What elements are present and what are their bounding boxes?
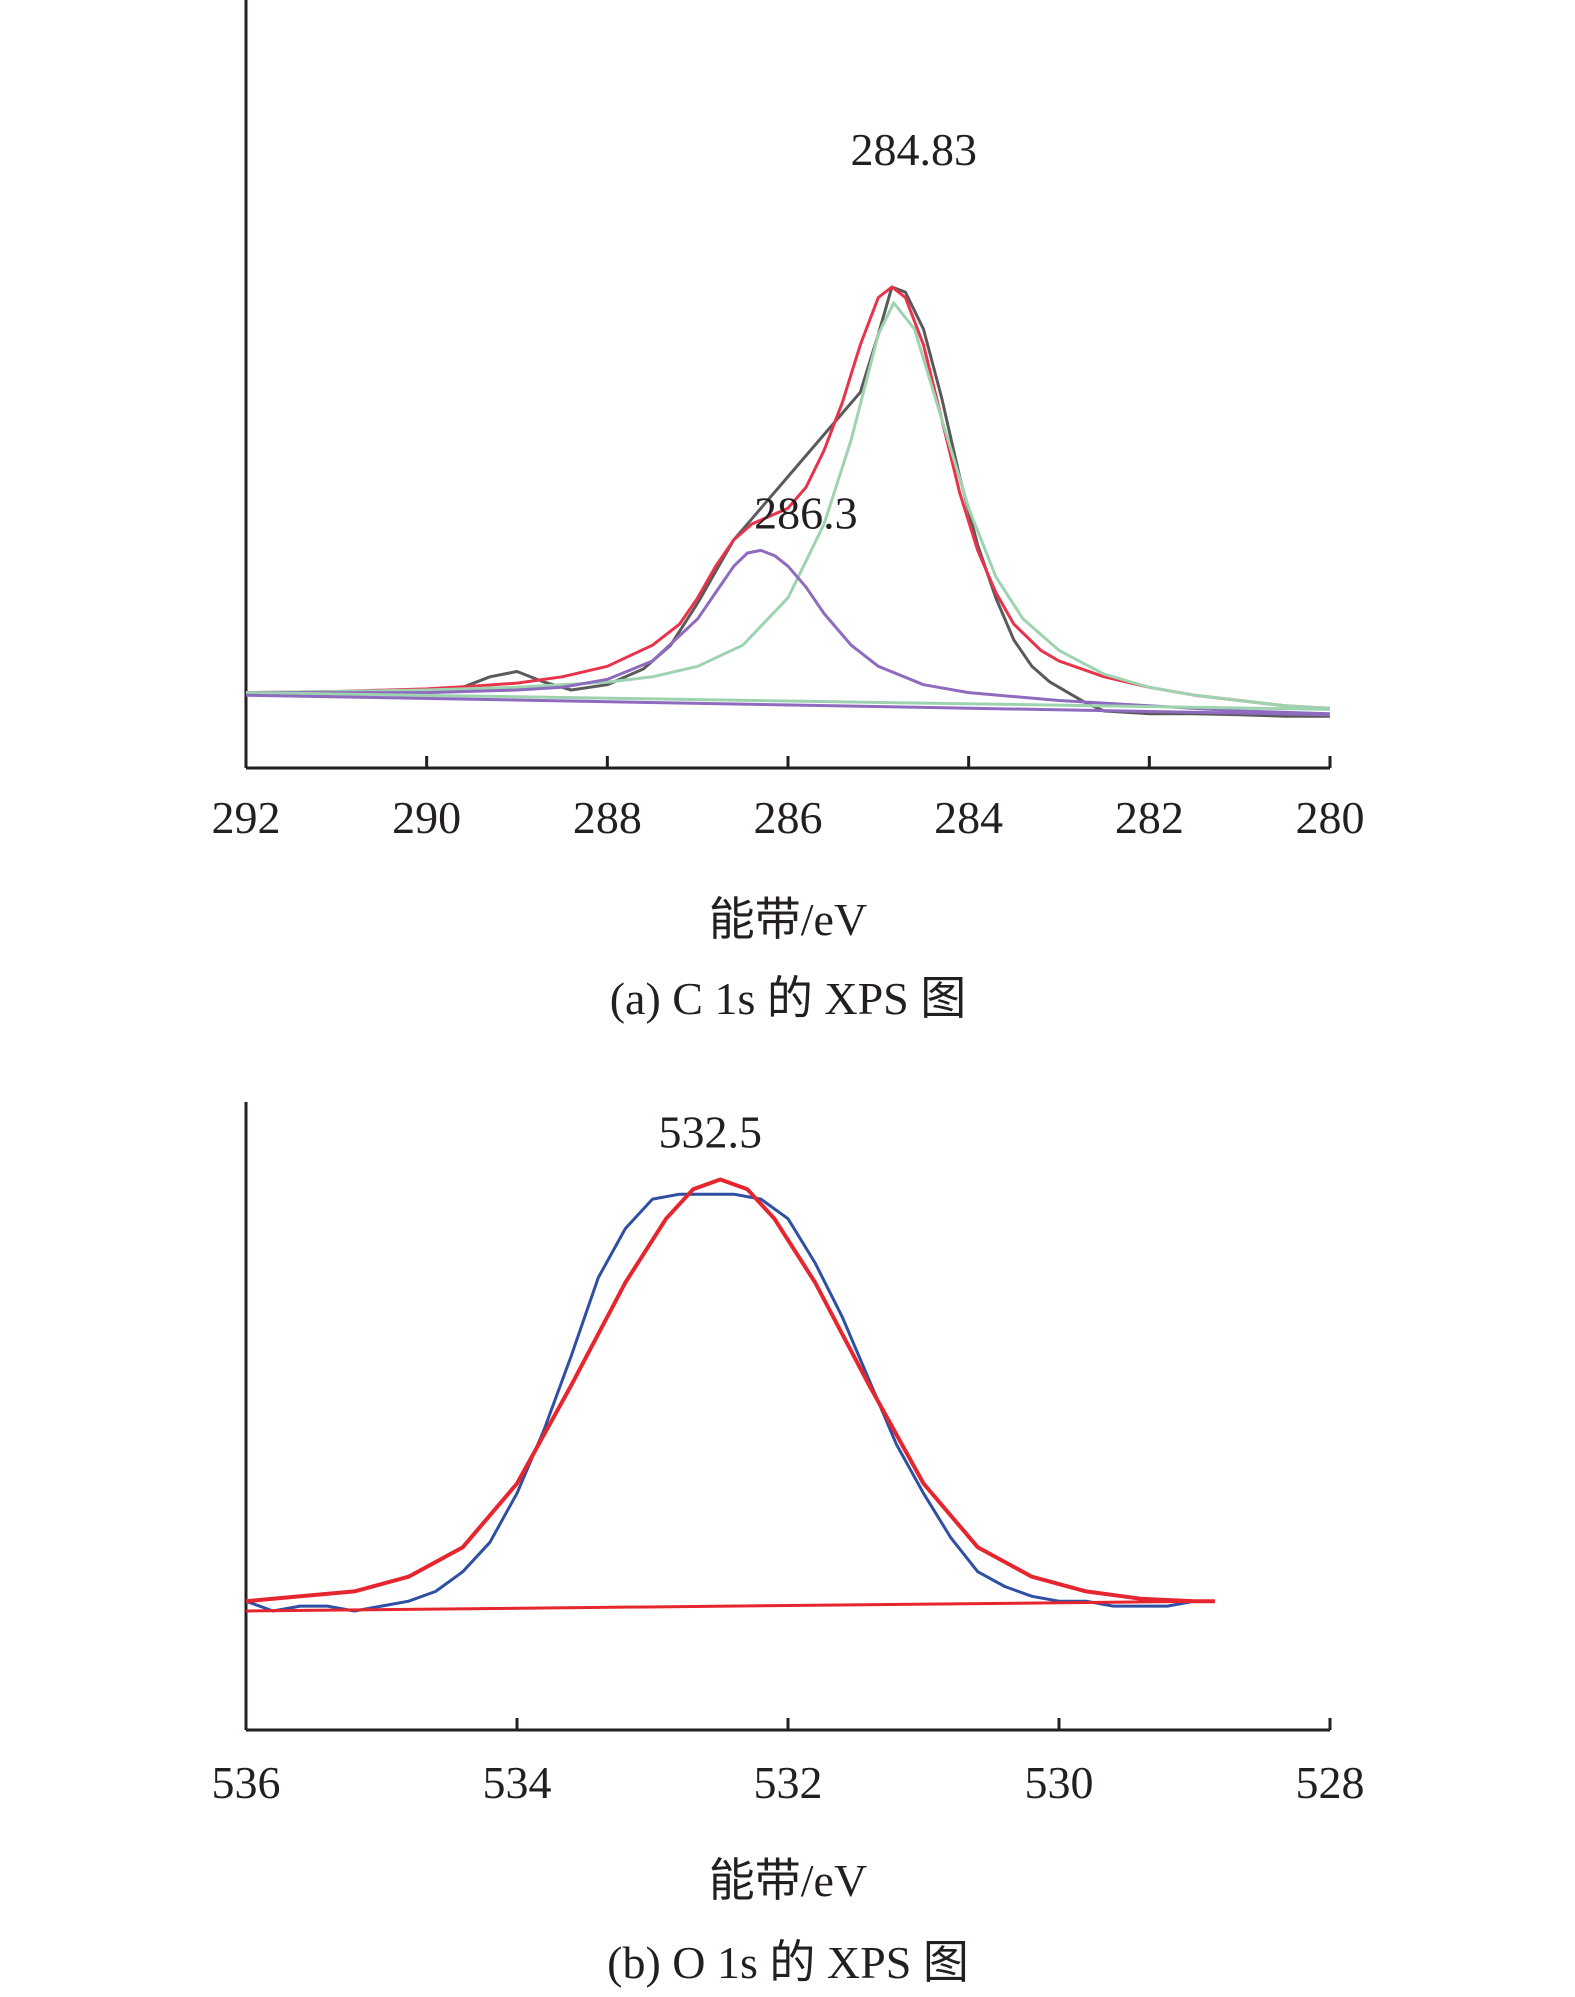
series-baseline-purple	[245, 693, 1331, 717]
series-component-286.3	[246, 548, 1331, 716]
x-axis-title: 能带/eV	[709, 1855, 867, 1906]
series-component-284.83	[245, 301, 1331, 710]
x-tick-label: 282	[1115, 792, 1184, 843]
x-tick-label: 530	[1025, 1757, 1094, 1808]
peak-label: 286.3	[754, 487, 858, 538]
x-tick-label: 280	[1296, 792, 1365, 843]
series-baseline-green	[245, 691, 1331, 711]
peak-labels: 532.5	[659, 1107, 763, 1158]
x-tick-label: 536	[212, 1757, 281, 1808]
ticks-layer: 536 534 532 530 528	[212, 1718, 1365, 1808]
series-raw	[245, 1192, 1195, 1613]
ticks-layer: 292 290 288 286 284 282 280	[212, 756, 1365, 843]
peak-label: 532.5	[659, 1107, 763, 1158]
x-tick-label: 290	[392, 792, 461, 843]
chart-o1s: 536 534 532 530 528 532.5 能带/eV (b) O 1s 的 X…	[212, 1102, 1365, 1988]
series-fit-sum	[245, 285, 1331, 710]
figure-caption-a: (a) C 1s 的 XPS 图	[610, 973, 967, 1024]
x-tick-label: 288	[573, 792, 642, 843]
series-baseline	[245, 1599, 1215, 1613]
x-axis-title: 能带/eV	[709, 894, 867, 945]
series-layer	[245, 1177, 1215, 1613]
series-layer	[245, 285, 1331, 718]
peak-labels: 284.83 286.3	[754, 124, 977, 538]
x-tick-label: 286	[754, 792, 823, 843]
x-tick-label: 284	[934, 792, 1003, 843]
figure-caption-b: (b) O 1s 的 XPS 图	[607, 1937, 969, 1988]
x-tick-label: 528	[1296, 1757, 1365, 1808]
series-fit	[245, 1177, 1215, 1604]
x-tick-label: 534	[483, 1757, 552, 1808]
x-tick-label: 532	[754, 1757, 823, 1808]
peak-label: 284.83	[850, 124, 977, 175]
x-tick-label: 292	[212, 792, 281, 843]
